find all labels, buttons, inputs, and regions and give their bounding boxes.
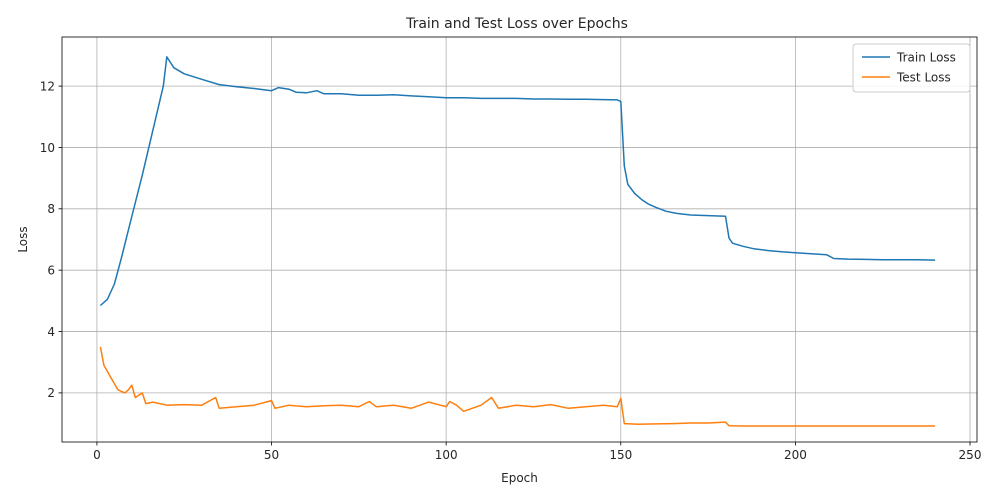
x-tick-label: 250 <box>959 448 982 462</box>
y-tick-label: 4 <box>47 325 55 339</box>
plot-frame <box>61 36 978 443</box>
series-line-train-loss <box>99 56 936 307</box>
x-tick-label: 0 <box>93 448 101 462</box>
grid <box>62 37 977 442</box>
x-tick-label: 50 <box>264 448 279 462</box>
x-tick-label: 150 <box>609 448 632 462</box>
y-tick-label: 12 <box>40 79 55 93</box>
x-tick-label: 200 <box>784 448 807 462</box>
x-axis-title: Epoch <box>501 471 538 485</box>
series-layer <box>99 56 936 427</box>
y-tick-label: 2 <box>47 386 55 400</box>
y-axis-title: Loss <box>16 226 30 252</box>
legend-label-test-loss: Test Loss <box>896 71 951 85</box>
legend-box <box>852 43 971 93</box>
y-tick-label: 6 <box>47 263 55 277</box>
series-line-test-loss <box>99 346 936 427</box>
y-tick-label: 8 <box>47 202 55 216</box>
x-tick-label: 100 <box>435 448 458 462</box>
legend: Train Loss Test Loss <box>852 43 971 93</box>
chart-title: Train and Test Loss over Epochs <box>405 16 628 32</box>
ticks: 0 50 100 150 200 250 2 4 6 8 10 12 <box>40 79 982 462</box>
legend-label-train-loss: Train Loss <box>896 51 956 65</box>
y-tick-label: 10 <box>40 141 55 155</box>
